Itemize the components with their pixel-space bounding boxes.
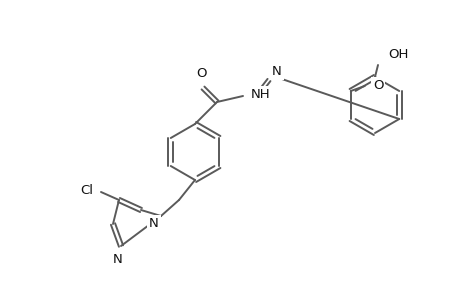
- Text: NH: NH: [251, 88, 270, 100]
- Text: N: N: [113, 253, 123, 266]
- Text: Cl: Cl: [80, 184, 93, 196]
- Text: N: N: [149, 217, 159, 230]
- Text: OH: OH: [387, 48, 408, 61]
- Text: O: O: [196, 67, 207, 80]
- Text: O: O: [372, 79, 382, 92]
- Text: N: N: [271, 65, 281, 78]
